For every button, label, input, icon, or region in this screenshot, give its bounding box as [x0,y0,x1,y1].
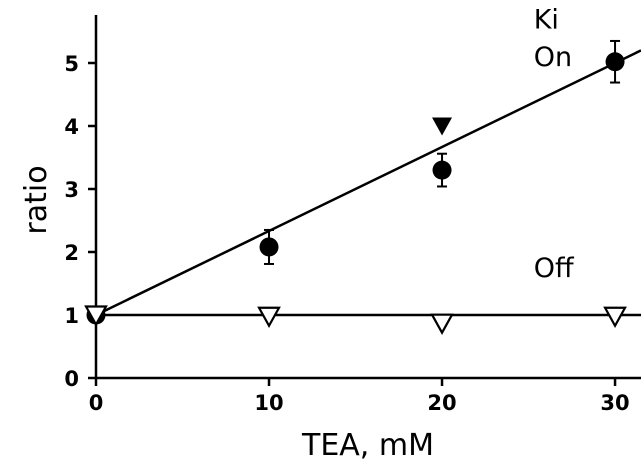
data-marks [84,39,627,335]
y-tick-label: 4 [64,115,79,139]
data-point-filled-triangle [432,117,453,136]
y-tick-label: 5 [64,52,79,76]
x-tick-label: 0 [89,391,104,415]
y-tick-label: 0 [64,367,79,391]
data-point-open-triangle [84,305,108,327]
data-point-open-triangle [257,306,281,329]
y-tick-label: 1 [64,304,79,328]
data-point-circle [259,237,279,257]
data-point-circle [605,52,625,72]
ticks [88,61,617,386]
x-tick-label: 20 [427,391,456,415]
annotations: Ki On Off [534,4,575,284]
y-tick-label: 2 [64,241,79,265]
annotation-label: Ki [534,4,559,35]
data-point-open-triangle [430,313,454,335]
x-tick-label: 10 [254,391,283,415]
x-tick-label: 30 [600,391,629,415]
x-axis-title: TEA, mM [301,428,434,463]
fit-lines [95,49,641,317]
annotation-label: Off [534,253,575,284]
tick-labels: 0 10 20 30 0 1 2 3 4 5 [64,52,629,415]
data-point-circle [432,160,452,180]
fit-line [95,49,641,317]
annotation-label: On [534,42,572,73]
y-tick-label: 3 [64,178,79,202]
data-point-open-triangle [603,306,627,329]
y-axis-title: ratio [19,165,54,234]
